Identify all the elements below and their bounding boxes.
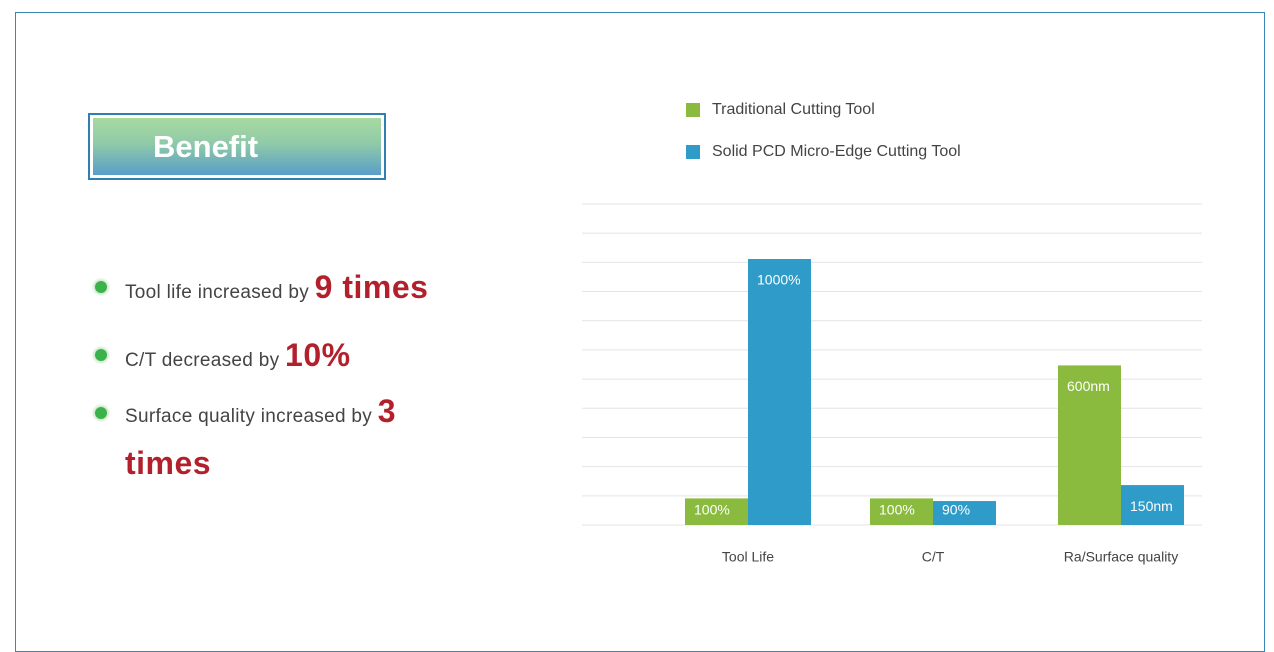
benefit: Tool life increased by 9 times	[95, 262, 455, 318]
benefit: C/T decreased by 10%	[95, 330, 455, 386]
legend-label: Solid PCD Micro-Edge Cutting Tool	[712, 143, 961, 160]
bullet	[95, 407, 107, 419]
bullet	[95, 281, 107, 293]
value-label: 1000%	[757, 272, 801, 288]
heading: Benefit	[93, 118, 381, 175]
value-label: 100%	[694, 502, 730, 518]
bar	[933, 501, 996, 525]
benefit-highlight: 9 times	[314, 269, 429, 305]
legend-swatch	[686, 103, 700, 117]
benefit: Surface quality increased by 3 times	[95, 388, 447, 492]
bullet	[95, 349, 107, 361]
bar	[870, 498, 933, 525]
value-label: 100%	[879, 502, 915, 518]
benefit-text: C/T decreased by	[125, 350, 280, 371]
x-tick-label: Ra/Surface quality	[1064, 549, 1178, 565]
legend-swatch	[686, 145, 700, 159]
bar	[685, 498, 748, 525]
page: Benefit Tool life increased by 9 times C…	[15, 12, 1265, 652]
bar	[1058, 365, 1121, 525]
chart: Traditional Cutting Tool Solid PCD Micro-…	[582, 101, 1202, 565]
benefit-text: Surface quality increased by	[125, 406, 373, 427]
benefit-highlight: 3 times	[125, 393, 396, 481]
legend-label: Traditional Cutting Tool	[712, 101, 875, 118]
value-label: 150nm	[1130, 498, 1173, 514]
value-label: 90%	[942, 502, 970, 518]
x-tick-label: Tool Life	[722, 549, 774, 565]
value-label: 600nm	[1067, 378, 1110, 394]
benefit-highlight: 10%	[285, 337, 351, 373]
x-tick-label: C/T	[922, 549, 945, 565]
bar	[748, 259, 811, 525]
benefit-text: Tool life increased by	[125, 282, 310, 303]
heading-box: Benefit	[88, 113, 386, 180]
bar	[1121, 485, 1184, 525]
